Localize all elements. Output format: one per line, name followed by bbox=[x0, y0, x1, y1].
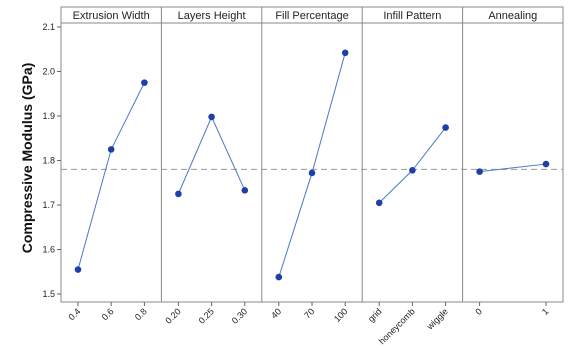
data-point bbox=[542, 160, 550, 168]
panel-extrusion-width: Extrusion Width 0.4 0.6 0.8 bbox=[66, 10, 149, 322]
x-tick-label: 0.6 bbox=[100, 306, 116, 322]
data-point bbox=[208, 113, 215, 121]
series-line bbox=[378, 127, 446, 204]
x-tick-label: 0.4 bbox=[66, 306, 82, 322]
data-point bbox=[175, 190, 182, 198]
y-tick-label: 1.7 bbox=[42, 200, 55, 210]
x-tick-label: 0.8 bbox=[133, 306, 149, 322]
data-point bbox=[241, 187, 249, 194]
y-tick-label: 1.9 bbox=[42, 111, 55, 121]
data-point bbox=[476, 168, 483, 175]
panel-title: Infill Pattern bbox=[383, 10, 441, 22]
data-point bbox=[74, 266, 82, 273]
x-tick-label: 0 bbox=[473, 306, 484, 317]
panel-layers-height: Layers Height 0.20 0.25 0.30 bbox=[160, 7, 249, 326]
panel-title: Layers Height bbox=[178, 10, 246, 22]
x-tick-label: 0.25 bbox=[197, 306, 216, 325]
data-point bbox=[141, 79, 148, 86]
y-axis-title: Compressive Modulus (GPa) bbox=[19, 63, 35, 254]
data-point bbox=[409, 166, 416, 174]
panel-annealing: Annealing 0 1 bbox=[462, 7, 551, 317]
series-line bbox=[177, 115, 246, 195]
y-tick-label: 2.1 bbox=[42, 22, 55, 32]
x-tick-label: grid bbox=[366, 306, 384, 324]
panel-title: Fill Percentage bbox=[275, 10, 348, 22]
x-tick-label: 1 bbox=[540, 306, 551, 317]
data-point bbox=[275, 273, 283, 281]
data-point bbox=[375, 199, 383, 207]
y-tick-label: 1.8 bbox=[42, 156, 55, 166]
data-point bbox=[341, 49, 349, 57]
panel-title: Annealing bbox=[488, 10, 537, 22]
data-point bbox=[107, 146, 115, 153]
series-line bbox=[479, 163, 547, 173]
y-tick-label: 1.6 bbox=[42, 245, 55, 255]
data-point bbox=[308, 169, 316, 177]
chart-frame bbox=[60, 6, 564, 303]
x-tick-label: 0.20 bbox=[163, 306, 182, 325]
x-tick-label: honeycomb bbox=[377, 306, 417, 346]
x-tick-label: 40 bbox=[269, 306, 283, 320]
y-tick-label: 1.5 bbox=[42, 289, 55, 299]
x-tick-label: 100 bbox=[332, 306, 350, 324]
y-tick-label: 2.0 bbox=[42, 67, 55, 77]
x-tick-label: 70 bbox=[302, 306, 316, 320]
series-line bbox=[77, 82, 145, 270]
series-line bbox=[278, 52, 346, 278]
data-point bbox=[442, 124, 449, 131]
x-tick-label: wiggle bbox=[424, 306, 450, 332]
panel-title: Extrusion Width bbox=[73, 10, 150, 22]
x-tick-label: 0.30 bbox=[230, 306, 249, 325]
panel-fill-percentage: Fill Percentage 40 70 100 bbox=[261, 7, 350, 324]
